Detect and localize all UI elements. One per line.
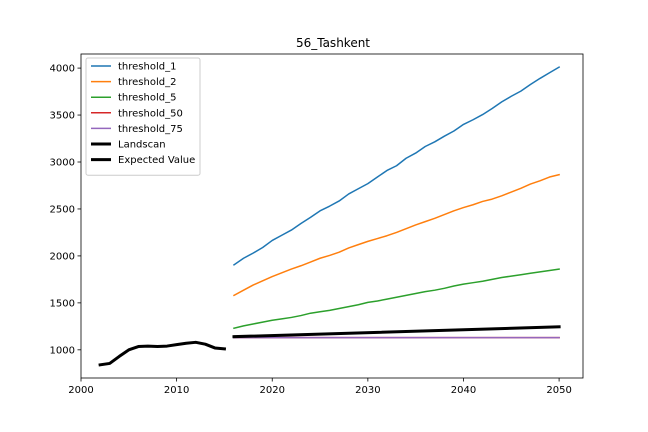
plot-frame xyxy=(80,53,584,379)
plot-area xyxy=(98,66,561,367)
legend-label: threshold_1 xyxy=(118,62,176,73)
x-tick-label: 2020 xyxy=(260,385,285,396)
legend-label: Landscan xyxy=(118,140,166,151)
axes: 2000 2010 2020 2030 2040 2050 1000 1500 2000 2500… xyxy=(50,53,584,396)
y-tick-label: 2000 xyxy=(50,251,75,262)
y-tick-label: 3500 xyxy=(50,111,75,122)
x-tick-label: 2030 xyxy=(355,385,380,396)
series-line-landscan xyxy=(98,340,227,367)
legend-label: threshold_75 xyxy=(118,124,183,135)
x-tick-label: 2050 xyxy=(546,385,571,396)
y-tick-label: 3000 xyxy=(50,158,75,169)
x-tick-label: 2000 xyxy=(68,385,93,396)
series-line-threshold-2 xyxy=(232,173,561,297)
y-tick-label: 1000 xyxy=(50,345,75,356)
x-tick-label: 2010 xyxy=(164,385,189,396)
legend-label: threshold_50 xyxy=(118,108,183,119)
legend-label: Expected Value xyxy=(118,155,195,166)
series-line-expected-value xyxy=(232,325,561,339)
series-line-threshold-5 xyxy=(233,268,560,330)
y-tick-label: 2500 xyxy=(50,204,75,215)
legend-label: threshold_2 xyxy=(118,77,176,88)
y-tick-label: 4000 xyxy=(50,64,75,75)
legend-label: threshold_5 xyxy=(118,93,176,104)
y-tick-label: 1500 xyxy=(50,298,75,309)
chart-title: 56_Tashkent xyxy=(296,36,370,50)
legend: threshold_1 threshold_2 threshold_5thresho… xyxy=(85,57,201,176)
legend-box xyxy=(85,57,201,176)
series-line-threshold-1 xyxy=(232,66,561,266)
x-tick-label: 2040 xyxy=(451,385,476,396)
